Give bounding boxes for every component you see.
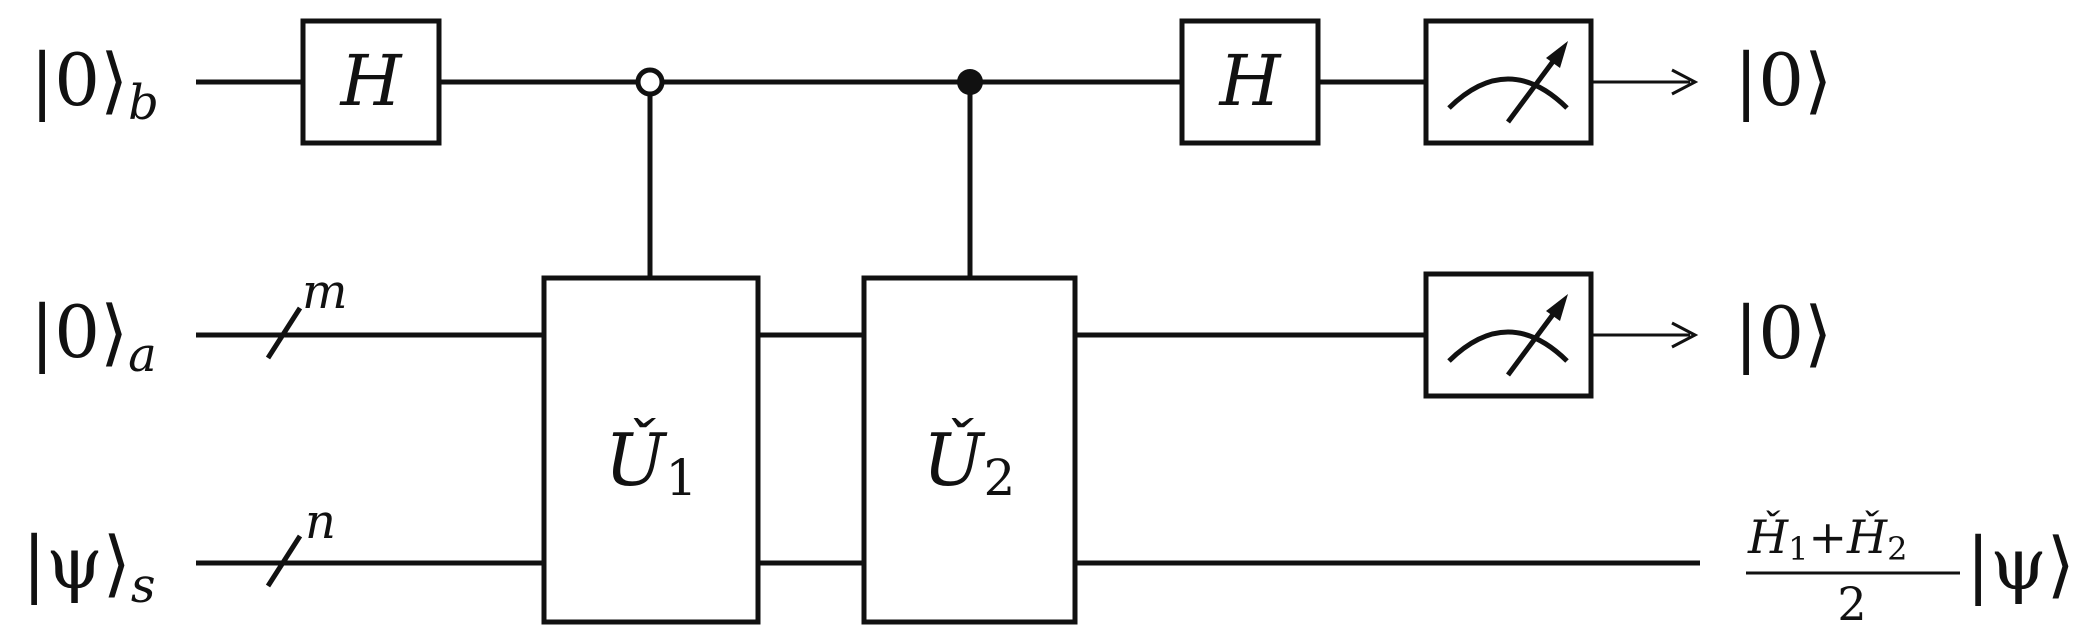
output-s-plus: +	[1808, 510, 1847, 564]
output-s-denominator: 2	[1837, 577, 1866, 631]
output-state-b: |0⟩	[1734, 38, 1832, 122]
input-label-a: |0⟩a	[30, 290, 157, 383]
output-s-h2-index: 2	[1887, 530, 1907, 568]
input-sub-s: s	[131, 558, 156, 614]
hadamard-gate-1-label: H	[338, 40, 403, 122]
output-state-a: |0⟩	[1734, 291, 1832, 375]
bundle-slash-s	[265, 534, 303, 588]
input-ket-a: |0⟩	[30, 290, 128, 374]
measurement-meter-a	[1423, 271, 1594, 399]
input-label-s: |ψ⟩s	[22, 521, 155, 614]
filled-control-dot	[957, 69, 983, 95]
u2-symbol: Ǔ	[923, 417, 986, 502]
meter-needle-head-b	[1546, 41, 1568, 68]
u1-index: 1	[665, 449, 697, 507]
bundle-slash-a	[265, 306, 303, 360]
u1-symbol: Ǔ	[605, 417, 668, 502]
input-ket-b: |0⟩	[30, 38, 128, 122]
output-s-h1: Ȟ	[1747, 509, 1789, 564]
u1-gate-label: Ǔ1	[605, 417, 698, 507]
hadamard-gate-2-label: H	[1217, 40, 1282, 122]
measurement-meter-b	[1423, 18, 1594, 146]
hadamard-gate-1	[300, 18, 442, 146]
input-label-b: |0⟩b	[30, 38, 159, 131]
bundle-width-s: n	[305, 494, 336, 550]
meter-needle-b	[1505, 50, 1563, 124]
meter-arc-b	[1447, 76, 1569, 110]
output-s-h2: Ȟ	[1846, 509, 1888, 564]
output-state-s: Ȟ1+Ȟ2 2 |ψ⟩	[1746, 509, 2075, 631]
input-sub-b: b	[128, 75, 159, 131]
meter-needle-head-a	[1546, 294, 1568, 321]
u2-gate-label: Ǔ2	[923, 417, 1016, 507]
output-s-h1-index: 1	[1788, 530, 1808, 568]
input-sub-a: a	[128, 327, 157, 383]
output-s-numerator: Ȟ1+Ȟ2	[1747, 509, 1908, 568]
input-ket-s: |ψ⟩	[22, 521, 131, 605]
meter-box-a	[1423, 271, 1594, 399]
hadamard-gate-2	[1179, 18, 1321, 146]
output-s-ket: |ψ⟩	[1966, 522, 2075, 606]
meter-arc-a	[1447, 329, 1569, 363]
meter-box-b	[1423, 18, 1594, 146]
u2-index: 2	[983, 449, 1015, 507]
controlled-u2-gate	[861, 275, 1078, 625]
bundle-width-a: m	[302, 264, 348, 320]
controlled-u1-gate	[541, 275, 761, 625]
open-control-dot	[635, 67, 665, 97]
output-arrow-b-head	[1671, 68, 1699, 96]
output-arrow-a-head	[1671, 321, 1699, 349]
meter-needle-a	[1505, 303, 1563, 377]
